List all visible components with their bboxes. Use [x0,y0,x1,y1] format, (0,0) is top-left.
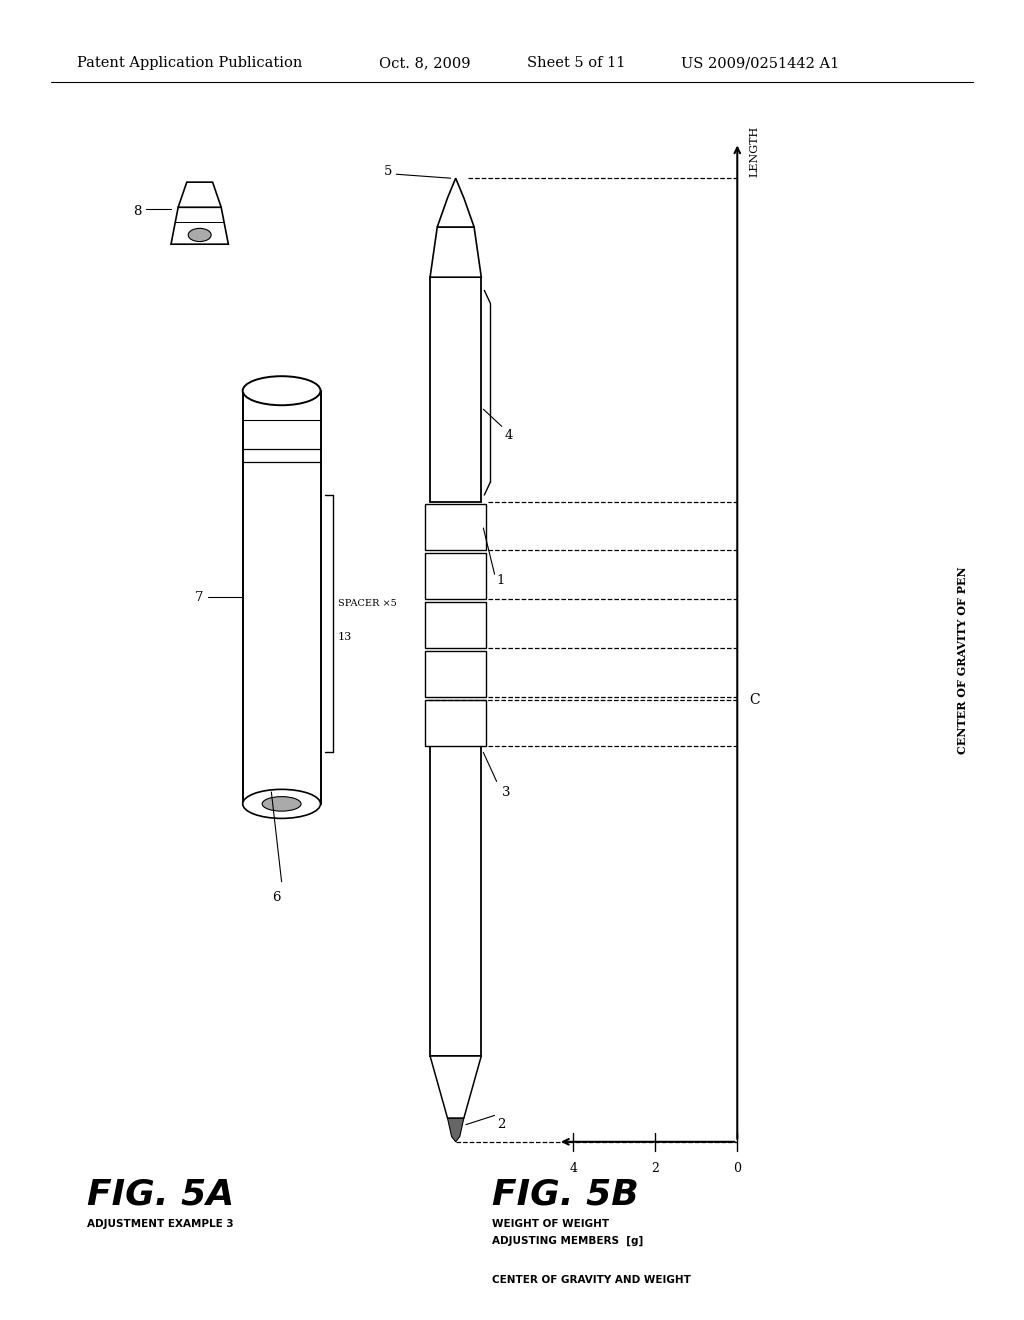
Polygon shape [430,1056,481,1118]
Text: FIG. 5B: FIG. 5B [492,1177,638,1212]
Text: 3: 3 [502,785,510,799]
Text: 1: 1 [497,574,505,587]
Text: Patent Application Publication: Patent Application Publication [77,57,302,70]
Polygon shape [430,277,481,502]
Text: US 2009/0251442 A1: US 2009/0251442 A1 [681,57,840,70]
Text: ADJUSTMENT EXAMPLE 3: ADJUSTMENT EXAMPLE 3 [87,1218,233,1229]
Ellipse shape [243,376,321,405]
Polygon shape [437,178,474,227]
Text: SPACER ×5: SPACER ×5 [338,599,396,609]
Text: 13: 13 [338,632,352,642]
Polygon shape [171,207,228,244]
Text: 2: 2 [651,1162,659,1175]
Text: Oct. 8, 2009: Oct. 8, 2009 [379,57,470,70]
Text: 4: 4 [505,429,513,442]
Polygon shape [430,227,481,277]
Text: 8: 8 [133,205,141,218]
Polygon shape [243,391,321,804]
Ellipse shape [243,789,321,818]
Polygon shape [447,1118,464,1142]
Polygon shape [425,651,486,697]
Text: LENGTH: LENGTH [750,127,760,177]
Polygon shape [425,504,486,550]
Text: 6: 6 [272,891,281,904]
Polygon shape [425,553,486,599]
Text: CENTER OF GRAVITY OF PEN: CENTER OF GRAVITY OF PEN [957,566,968,754]
Ellipse shape [262,796,301,810]
Ellipse shape [188,228,211,242]
Text: CENTER OF GRAVITY AND WEIGHT: CENTER OF GRAVITY AND WEIGHT [492,1275,690,1286]
Text: 2: 2 [497,1118,505,1131]
Text: 0: 0 [733,1162,741,1175]
Text: WEIGHT OF WEIGHT: WEIGHT OF WEIGHT [492,1218,608,1229]
Text: 7: 7 [195,591,203,603]
Polygon shape [425,700,486,746]
Text: C: C [750,693,760,706]
Polygon shape [178,182,221,207]
Text: ADJUSTING MEMBERS  [g]: ADJUSTING MEMBERS [g] [492,1236,643,1246]
Text: 4: 4 [569,1162,578,1175]
Text: 5: 5 [384,165,392,178]
Text: Sheet 5 of 11: Sheet 5 of 11 [527,57,626,70]
Polygon shape [430,746,481,1056]
Text: FIG. 5A: FIG. 5A [87,1177,234,1212]
Polygon shape [425,602,486,648]
